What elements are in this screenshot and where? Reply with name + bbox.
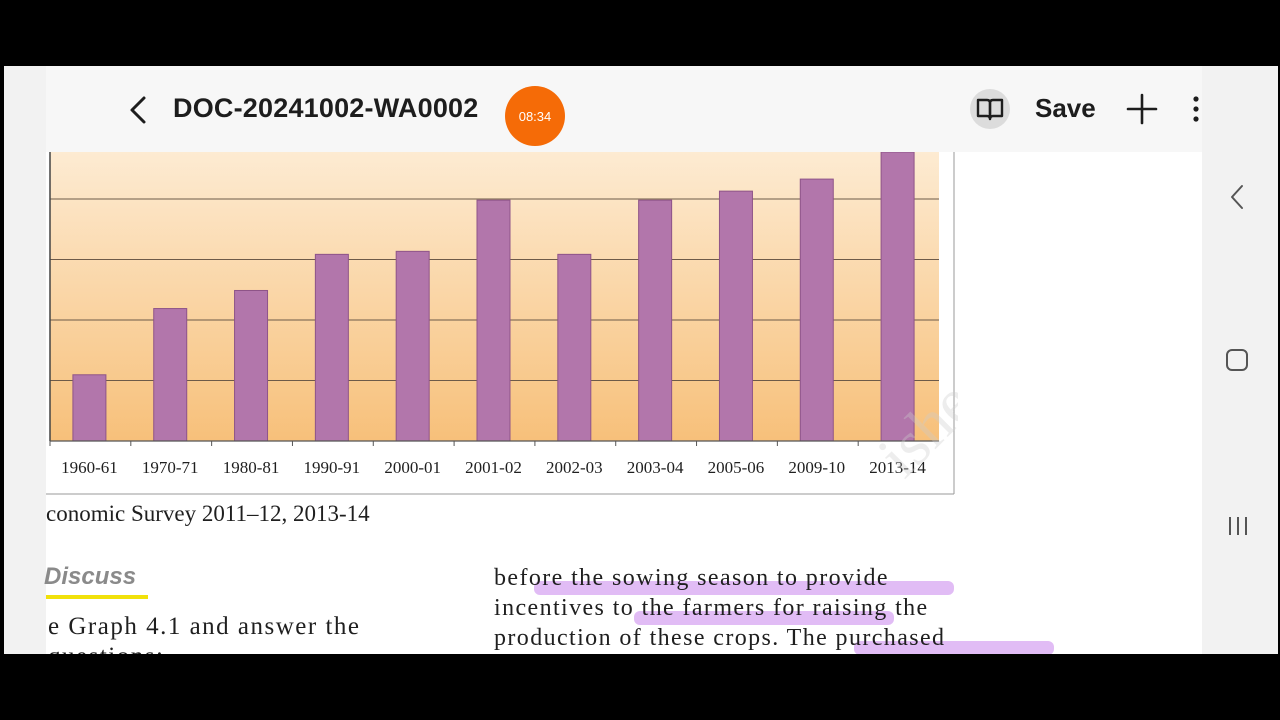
bar-1960-61 [72,374,107,442]
bar-chart: 1960-61 1970-71 1980-81 1990-91 2000-01 2001-… [46,152,958,496]
left-paragraph: e Graph 4.1 and answer the questions: [48,612,361,654]
nav-recents-icon[interactable] [1226,514,1250,538]
x-tick-label: 1970-71 [142,458,199,477]
bar-2005-06 [718,190,753,442]
bar-1970-71 [153,308,188,442]
highlight-mark [854,641,1054,654]
x-tick-label: 1960-61 [61,458,118,477]
bar-2001-02 [476,199,511,442]
nav-back-icon[interactable] [1228,184,1246,210]
right-text-line: incentives to the farmers for raising th… [494,595,929,621]
left-gutter [4,66,46,654]
app-header: DOC-20241002-WA0002 08:34 Save [46,66,1202,152]
figure-source-caption: conomic Survey 2011–12, 2013-14 [46,501,370,526]
bar-1980-81 [234,289,269,442]
highlight-mark [534,581,954,595]
more-vertical-icon [1193,96,1199,122]
bar-1990-91 [314,253,349,442]
left-text-line: questions: [48,642,361,654]
x-tick-label: 1980-81 [223,458,280,477]
discuss-heading: Discuss [44,563,137,590]
x-tick-label: 2003-04 [627,458,684,477]
bar-chart-svg: 1960-61 1970-71 1980-81 1990-91 2000-01 2001-… [46,152,958,495]
right-text-line: before the sowing season to provide [494,565,889,591]
x-tick-label: 2009-10 [788,458,845,477]
back-button[interactable] [124,93,156,127]
x-tick-label: 2013-14 [869,458,926,477]
x-tick-label: 2005-06 [708,458,765,477]
document-title: DOC-20241002-WA0002 [173,93,479,123]
plus-icon [1126,93,1158,125]
bar-2009-10 [799,178,834,442]
recording-timer[interactable]: 08:34 [505,86,565,146]
add-button[interactable] [1125,92,1159,126]
x-tick-label: 1990-91 [304,458,361,477]
more-options-button[interactable] [1184,92,1208,126]
x-tick-label: 2000-01 [384,458,441,477]
left-text-line: e Graph 4.1 and answer the [48,613,361,640]
bar-2000-01 [395,250,430,442]
discuss-underline [46,595,148,599]
x-tick-label: 2001-02 [465,458,522,477]
bar-2002-03 [557,253,592,442]
bar-2003-04 [638,199,673,442]
nav-home-icon[interactable] [1225,348,1249,372]
right-text-line: production of these crops. The purchased [494,625,946,651]
x-tick-label: 2002-03 [546,458,603,477]
right-paragraph: before the sowing season to provide ince… [494,563,1054,654]
reading-mode-button[interactable] [970,89,1010,129]
system-nav-bar [1202,66,1278,654]
bar-2013-14 [880,152,915,442]
highlight-mark [634,611,894,625]
document-viewer: DOC-20241002-WA0002 08:34 Save [4,66,1278,654]
save-button[interactable]: Save [1035,93,1096,123]
chevron-left-icon [130,96,146,124]
book-open-icon [976,98,1004,121]
